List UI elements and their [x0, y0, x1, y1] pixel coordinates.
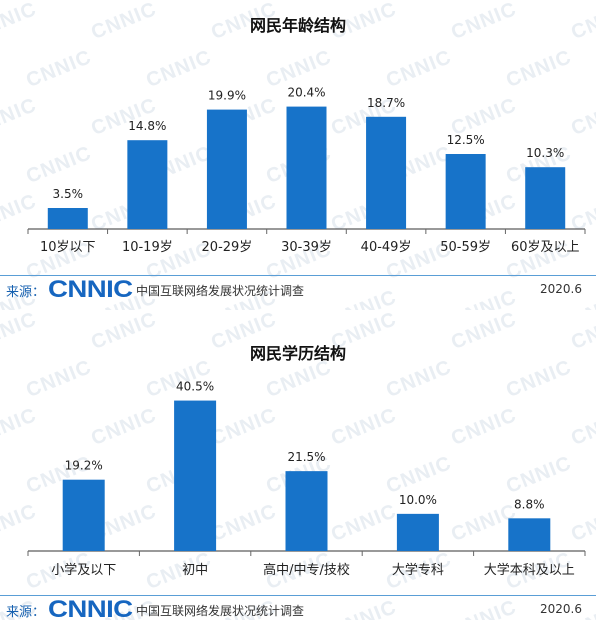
x-tick-label: 10岁以下	[40, 240, 96, 255]
bar	[62, 479, 105, 551]
chart-title: 网民年龄结构	[249, 16, 346, 35]
data-label: 10.3%	[526, 146, 564, 160]
bar	[508, 518, 551, 551]
data-label: 40.5%	[176, 380, 214, 394]
survey-name: 中国互联网络发展状况统计调查	[136, 604, 305, 618]
bar	[525, 167, 566, 229]
survey-name: 中国互联网络发展状况统计调查	[136, 284, 305, 298]
source-label: 来源：	[6, 605, 46, 620]
x-tick-label: 30-39岁	[281, 240, 332, 255]
survey-date: 2020.6	[540, 602, 582, 616]
bar	[127, 140, 168, 229]
data-label: 19.2%	[65, 459, 103, 473]
x-tick-label: 初中	[182, 563, 208, 578]
bar	[47, 208, 88, 229]
data-label: 21.5%	[287, 450, 325, 464]
bar	[445, 154, 486, 229]
chart-footer: 来源： CNNIC 中国互联网络发展状况统计调查 2020.6	[0, 595, 596, 620]
x-tick-label: 10-19岁	[122, 240, 173, 255]
cnnic-logo: CNNIC	[48, 596, 133, 620]
x-tick-label: 大学本科及以上	[484, 562, 575, 578]
age-bar-chart: 3.5% 10岁以下 14.8% 10-19岁 19.9% 20-29岁 20.4% 30-3…	[27, 86, 586, 255]
data-label: 8.8%	[514, 497, 545, 511]
x-tick-label: 小学及以下	[51, 562, 116, 578]
age-chart-panel: CNNIC CNNIC CNNIC CNNIC CNNIC CNNIC CNNIC CNNIC…	[0, 0, 596, 310]
x-tick-label: 40-49岁	[361, 240, 412, 255]
x-tick-label: 大学专科	[392, 562, 444, 578]
data-label: 20.4%	[287, 86, 325, 100]
data-label: 14.8%	[128, 119, 166, 133]
x-tick-label: 20-29岁	[202, 240, 253, 255]
bar	[206, 109, 247, 229]
education-chart-panel: CNNIC CNNIC CNNIC CNNIC CNNIC CNNIC CNNIC CNNIC…	[0, 310, 596, 620]
bar	[366, 116, 407, 229]
bar	[285, 471, 328, 551]
x-tick-label: 高中/中专/技校	[263, 562, 350, 578]
data-label: 3.5%	[53, 187, 84, 201]
bar	[286, 106, 327, 229]
survey-date: 2020.6	[540, 282, 582, 296]
source-label: 来源：	[6, 285, 46, 300]
cnnic-logo: CNNIC	[48, 276, 133, 303]
data-label: 12.5%	[447, 133, 485, 147]
bar	[174, 400, 217, 551]
chart-title: 网民学历结构	[249, 344, 346, 363]
x-tick-label: 60岁及以上	[511, 240, 580, 255]
bar	[396, 513, 439, 551]
footer-divider	[0, 275, 596, 276]
data-label: 19.9%	[208, 89, 246, 103]
data-label: 18.7%	[367, 96, 405, 110]
chart-footer: 来源： CNNIC 中国互联网络发展状况统计调查 2020.6	[0, 275, 596, 305]
footer-divider	[0, 595, 596, 596]
education-bar-chart: 19.2% 小学及以下 40.5% 初中 21.5% 高中/中专/技校 10.0% 大学专科 8…	[27, 380, 586, 578]
x-tick-label: 50-59岁	[440, 240, 491, 255]
data-label: 10.0%	[399, 493, 437, 507]
